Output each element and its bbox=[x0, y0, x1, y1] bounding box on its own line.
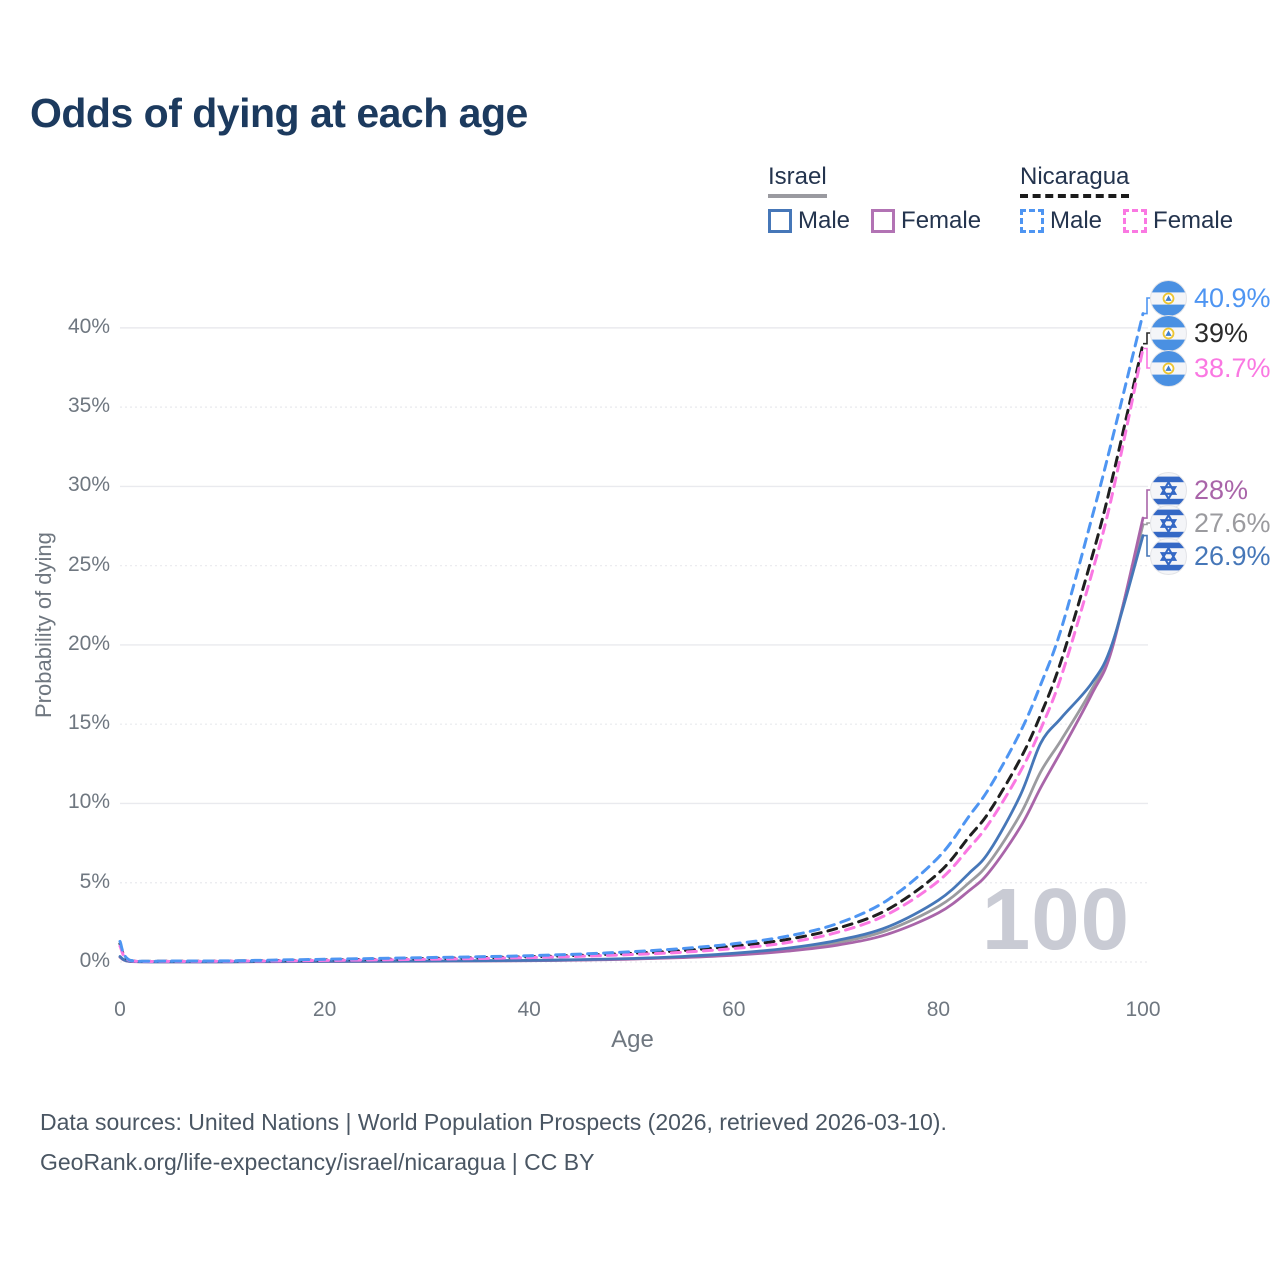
series-line-nicaragua-both bbox=[118, 342, 1145, 963]
y-tick-label: 35% bbox=[67, 394, 110, 418]
end-label-nicaragua-female: 38.7% bbox=[1150, 349, 1271, 387]
end-label-connector bbox=[1143, 522, 1152, 526]
x-tick-label: 60 bbox=[722, 998, 746, 1021]
legend-item-nicaragua-female[interactable]: Female bbox=[1123, 207, 1247, 235]
y-tick-label: 20% bbox=[67, 631, 110, 655]
israel-female-swatch-icon bbox=[871, 209, 896, 233]
end-label-value: 38.7% bbox=[1194, 352, 1271, 383]
y-axis-title: Probability of dying bbox=[31, 532, 56, 718]
legend-header-nicaragua: Nicaragua bbox=[1020, 163, 1130, 198]
nicaragua-flag-icon bbox=[1150, 314, 1187, 352]
end-label-connector bbox=[1143, 489, 1152, 519]
end-label-connector bbox=[1143, 534, 1152, 557]
legend-item-israel-female[interactable]: Female bbox=[871, 207, 995, 235]
israel-flag-icon bbox=[1150, 504, 1187, 542]
legend-label-nicaragua-male: Male bbox=[1050, 207, 1103, 234]
end-label-connector bbox=[1143, 332, 1152, 345]
y-tick-label: 5% bbox=[79, 869, 110, 893]
y-tick-label: 0% bbox=[79, 949, 110, 972]
end-label-israel-female: 28% bbox=[1150, 471, 1248, 509]
israel-flag-icon bbox=[1150, 537, 1187, 575]
legend-item-nicaragua-male[interactable]: Male bbox=[1020, 207, 1116, 235]
y-tick-label: 40% bbox=[67, 314, 110, 338]
nicaragua-flag-icon bbox=[1150, 279, 1187, 317]
end-label-nicaragua-both: 39% bbox=[1150, 314, 1248, 352]
y-tick-label: 25% bbox=[67, 552, 110, 576]
legend-label-israel-female: Female bbox=[901, 207, 982, 234]
end-label-value: 40.9% bbox=[1194, 282, 1271, 313]
legend-item-israel-male[interactable]: Male bbox=[768, 207, 864, 235]
legend-group-israel: Israel Male Female bbox=[768, 163, 995, 235]
nicaragua-flag-icon bbox=[1150, 349, 1187, 387]
end-label-value: 28% bbox=[1194, 474, 1249, 505]
legend-group-nicaragua: Nicaragua Male Female bbox=[1020, 163, 1247, 235]
series-line-nicaragua-male bbox=[118, 312, 1145, 963]
end-label-israel-male: 26.9% bbox=[1150, 537, 1271, 575]
footer-attribution-line: GeoRank.org/life-expectancy/israel/nicar… bbox=[40, 1149, 595, 1175]
legend-label-israel-male: Male bbox=[798, 207, 851, 234]
end-label-connector bbox=[1143, 347, 1152, 369]
legend-header-israel: Israel bbox=[768, 163, 827, 198]
footer-source-line: Data sources: United Nations | World Pop… bbox=[40, 1109, 947, 1135]
x-tick-label: 20 bbox=[312, 998, 337, 1021]
y-tick-label: 30% bbox=[67, 473, 110, 497]
nicaragua-female-swatch-icon bbox=[1123, 209, 1148, 233]
end-label-israel-both: 27.6% bbox=[1150, 504, 1271, 542]
israel-flag-icon bbox=[1150, 471, 1187, 509]
end-label-value: 27.6% bbox=[1194, 507, 1271, 538]
age-counter-watermark: 100 bbox=[981, 871, 1130, 968]
y-tick-label: 15% bbox=[67, 711, 110, 735]
x-tick-label: 0 bbox=[114, 998, 126, 1021]
legend-label-nicaragua-female: Female bbox=[1153, 207, 1234, 234]
end-label-value: 39% bbox=[1194, 317, 1249, 348]
nicaragua-male-swatch-icon bbox=[1020, 209, 1044, 233]
end-label-connector bbox=[1143, 297, 1152, 315]
x-tick-label: 40 bbox=[517, 998, 541, 1021]
end-label-nicaragua-male: 40.9% bbox=[1150, 279, 1271, 317]
page-title: Odds of dying at each age bbox=[30, 90, 528, 136]
end-label-value: 26.9% bbox=[1194, 540, 1271, 571]
x-axis-title: Age bbox=[611, 1026, 654, 1053]
israel-male-swatch-icon bbox=[768, 209, 792, 233]
x-tick-label: 80 bbox=[926, 998, 951, 1021]
x-tick-label: 100 bbox=[1125, 998, 1161, 1021]
y-tick-label: 10% bbox=[67, 790, 110, 814]
